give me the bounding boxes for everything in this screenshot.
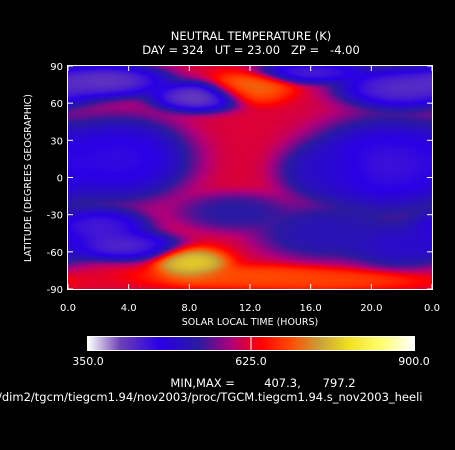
x-tick-label: 4.0 <box>121 303 137 314</box>
y-tick-label: -90 <box>47 285 63 296</box>
file-path-text: /dim2/tgcm/tiegcm1.94/nov2003/proc/TGCM.… <box>0 390 422 404</box>
x-tick-label: 16.0 <box>300 303 322 314</box>
chart-subtitle: DAY = 324 UT = 23.00 ZP = -4.00 <box>142 43 360 57</box>
y-axis: 90 60 30 0 -30 -60 -90 <box>47 62 433 296</box>
x-tick-label: 20.0 <box>360 303 382 314</box>
y-tick-label: 90 <box>50 62 63 73</box>
x-axis-label: SOLAR LOCAL TIME (HOURS) <box>182 317 318 328</box>
y-axis-label: LATITUDE (DEGREES GEOGRAPHIC) <box>23 94 34 262</box>
minmax-text: MIN,MAX = 407.3, 797.2 <box>170 376 355 390</box>
x-tick-label: 0.0 <box>60 303 76 314</box>
y-tick-label: -60 <box>47 248 63 259</box>
y-tick-label: 30 <box>50 136 63 147</box>
x-tick-label: 12.0 <box>239 303 261 314</box>
chart-title: NEUTRAL TEMPERATURE (K) <box>171 29 332 43</box>
x-tick-label: 8.0 <box>181 303 197 314</box>
y-tick-label: -30 <box>47 211 63 222</box>
x-tick-label: 0.0 <box>424 303 440 314</box>
colorbar-mid-label: 625.0 <box>235 355 267 368</box>
y-tick-label: 0 <box>57 174 63 185</box>
heatmap-area <box>68 66 432 289</box>
colorbar-min-label: 350.0 <box>72 355 104 368</box>
y-tick-label: 60 <box>50 99 63 110</box>
colorbar-max-label: 900.0 <box>398 355 430 368</box>
x-axis: 0.0 4.0 8.0 12.0 16.0 20.0 0.0 <box>60 65 440 314</box>
